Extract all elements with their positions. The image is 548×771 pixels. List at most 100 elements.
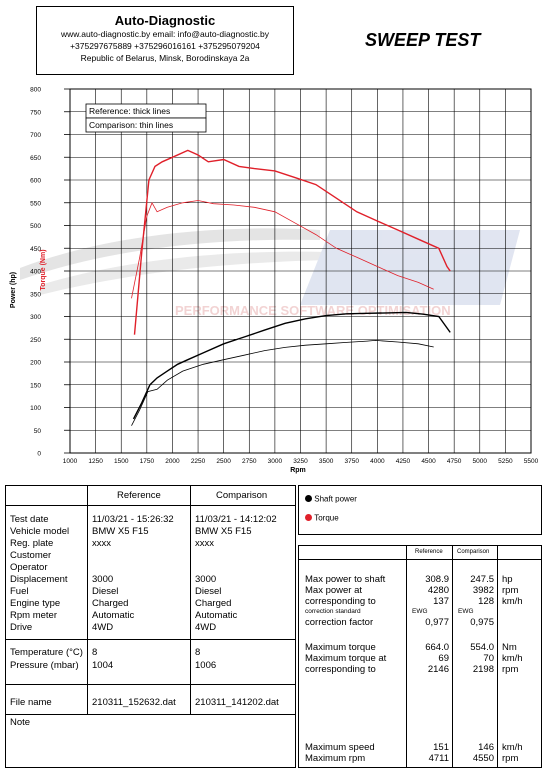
y-tick-label: 700 [30, 132, 41, 139]
vehicle-row-cmp: 4WD [195, 622, 217, 633]
y-tick-label: 200 [30, 360, 41, 367]
shaft-marker-icon [305, 495, 312, 503]
torque-comparison-line [131, 200, 434, 299]
result-row-ref: 2146 [427, 664, 449, 675]
x-tick-label: 1000 [63, 458, 78, 465]
x-tick-label: 4750 [447, 458, 462, 465]
left-col-reference: Reference [117, 490, 161, 501]
result-row-unit: km/h [502, 742, 523, 753]
result-row-ref: 151 [433, 742, 449, 753]
x-tick-label: 3750 [344, 458, 359, 465]
x-tick-label: 2000 [165, 458, 180, 465]
env-row-label: Pressure (mbar) [10, 660, 79, 671]
result-row-label: Maximum torque at [305, 653, 387, 664]
x-tick-label: 1500 [114, 458, 129, 465]
result-row-label: Max power to shaft [305, 574, 386, 585]
result-row-label: correction standard [305, 608, 361, 615]
y-tick-label: 0 [37, 451, 41, 458]
torque-reference-line [133, 149, 451, 335]
env-row-cmp: 8 [195, 647, 201, 658]
result-row-cmp: 4550 [472, 753, 494, 764]
company-phones: +375297675889 +375296016161 +37529507920… [70, 41, 260, 51]
x-tick-label: 3000 [268, 458, 283, 465]
result-row-ref: 4711 [428, 753, 449, 764]
torque-marker-icon [305, 514, 312, 522]
y-tick-label: 550 [30, 200, 41, 207]
vehicle-row-label: Operator [10, 562, 48, 573]
result-row-unit: rpm [502, 585, 519, 596]
chart-legend-box: Reference: thick lines Comparison: thin … [85, 103, 207, 133]
result-row-label: corresponding to [305, 596, 376, 607]
env-row-ref: 8 [92, 647, 98, 658]
result-row-label: Maximum torque [305, 642, 376, 653]
shaft-power-comparison-line [131, 339, 434, 426]
vehicle-row-ref: Automatic [92, 610, 135, 621]
result-row-unit: km/h [502, 596, 523, 607]
vehicle-row-ref: Charged [92, 598, 129, 609]
note-label: Note [10, 717, 31, 728]
env-row-cmp: 1006 [195, 660, 217, 671]
result-row-label: corresponding to [305, 664, 376, 675]
watermark-text: PERFORMANCE SOFTWARE OPTIMISATION [175, 303, 451, 318]
result-row-label: Maximum speed [305, 742, 375, 753]
y-tick-label: 650 [30, 155, 41, 162]
vehicle-row-label: Displacement [10, 574, 68, 585]
vehicle-row-cmp: Charged [195, 598, 232, 609]
result-row-cmp: EWG [458, 608, 474, 615]
x-tick-label: 4000 [370, 458, 385, 465]
y-tick-label: 450 [30, 246, 41, 253]
y-tick-label: 350 [30, 291, 41, 298]
x-tick-label: 4500 [421, 458, 436, 465]
y-tick-label: 50 [34, 428, 42, 435]
vehicle-row-label: Fuel [10, 586, 29, 597]
legend-torque: Torque [305, 513, 339, 522]
x-tick-label: 3500 [319, 458, 334, 465]
x-tick-label: 5250 [498, 458, 513, 465]
result-row-cmp: 128 [478, 596, 494, 607]
x-tick-label: 5500 [524, 458, 539, 465]
result-row-unit: km/h [502, 653, 523, 664]
y-tick-label: 250 [30, 337, 41, 344]
x-tick-label: 2250 [191, 458, 206, 465]
company-header: Auto-Diagnostic www.auto-diagnostic.by e… [36, 6, 294, 75]
vehicle-row-ref: xxxx [92, 538, 111, 549]
vehicle-row-ref: 4WD [92, 622, 114, 633]
env-row-ref: 1004 [92, 660, 114, 671]
result-row-ref: 4280 [427, 585, 449, 596]
x-tick-label: 3250 [293, 458, 308, 465]
vehicle-row-label: Engine type [10, 598, 61, 609]
y-tick-label: 600 [30, 178, 41, 185]
vehicle-row-cmp: 3000 [195, 574, 217, 585]
series-legend: Shaft power Torque [298, 485, 542, 535]
vehicle-row-ref: 3000 [92, 574, 114, 585]
results-table: Reference Comparison Max power to shaft 3… [298, 545, 542, 768]
file-name-cmp: 210311_141202.dat [195, 697, 279, 708]
result-row-ref: 69 [438, 653, 449, 664]
x-tick-label: 5000 [473, 458, 488, 465]
y-axis-label-power: Power (hp) [10, 272, 17, 308]
y-tick-label: 800 [30, 87, 41, 94]
company-address: Republic of Belarus, Minsk, Borodinskaya… [80, 53, 250, 63]
file-name-ref: 210311_152632.dat [92, 697, 176, 708]
y-axis-label-torque: Torque (Nm) [40, 249, 47, 290]
y-tick-label: 750 [30, 109, 41, 116]
vehicle-row-label: Rpm meter [10, 610, 57, 621]
result-row-label: Maximum rpm [305, 753, 366, 764]
x-tick-label: 2500 [216, 458, 231, 465]
legend-reference-text: Reference: thick lines [89, 106, 170, 116]
result-row-ref: 137 [433, 596, 449, 607]
env-row-label: Temperature (°C) [10, 647, 83, 658]
vehicle-row-cmp: BMW X5 F15 [195, 526, 252, 537]
result-row-ref: EWG [412, 608, 428, 615]
result-row-unit: hp [502, 574, 513, 585]
vehicle-row-ref: 11/03/21 - 15:26:32 [92, 514, 174, 525]
result-row-unit: Nm [502, 642, 517, 653]
right-col-comparison: Comparison [457, 549, 490, 555]
x-tick-label: 1750 [140, 458, 155, 465]
vehicle-row-label: Reg. plate [10, 538, 54, 549]
shaft-power-reference-line [132, 311, 451, 420]
vehicle-info-table: Reference Comparison Test date 11/03/21 -… [5, 485, 296, 768]
vehicle-row-cmp: Automatic [195, 610, 238, 621]
legend-shaft: Shaft power [305, 494, 357, 503]
result-row-cmp: 146 [478, 742, 494, 753]
